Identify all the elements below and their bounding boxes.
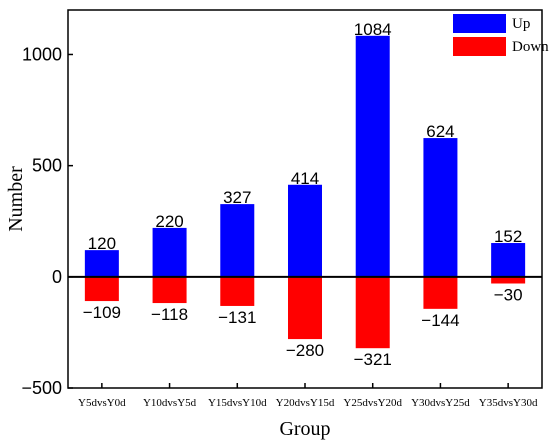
data-label-down: −118 [151, 305, 188, 324]
data-label-up: 414 [291, 169, 319, 188]
bar-down-y15dvsy10d [220, 276, 255, 306]
bar-up-y15dvsy10d [220, 204, 255, 277]
data-labels-layer: 120 220 327 414 1084 624 152 −109 −118 −131 −280 −3… [83, 20, 523, 369]
x-tick-label: Y10dvsY5d [143, 397, 197, 409]
data-label-up: 152 [494, 227, 522, 246]
x-tick-label: Y20dvsY15d [276, 397, 335, 409]
data-label-up: 220 [155, 212, 183, 231]
legend-swatch-up [453, 14, 506, 33]
data-label-down: −280 [286, 341, 324, 360]
x-tick-label: Y30dvsY25d [411, 397, 470, 409]
bar-up-y10dvsy5d [152, 227, 187, 277]
bar-down-y25dvsy20d [355, 276, 390, 349]
x-tick-label: Y25dvsY20d [343, 397, 402, 409]
bar-down-y5dvsy0d [84, 276, 119, 302]
bars-layer [84, 35, 526, 349]
x-axis-title: Group [279, 418, 330, 440]
data-label-down: −144 [421, 311, 459, 330]
legend: Up Down [453, 14, 549, 56]
x-tick-label: Y5dvsY0d [78, 397, 126, 409]
bar-up-y35dvsy30d [491, 243, 526, 277]
y-axis-ticks: −500 0 500 1000 [21, 44, 73, 398]
data-label-up: 1084 [354, 20, 392, 39]
x-tick-label: Y15dvsY10d [208, 397, 267, 409]
data-label-up: 327 [223, 188, 251, 207]
y-axis-title: Number [5, 166, 27, 232]
bar-down-y30dvsy25d [423, 276, 458, 309]
y-tick-label: 500 [32, 156, 62, 176]
data-label-down: −109 [83, 303, 121, 322]
legend-label-up: Up [512, 16, 530, 32]
y-tick-label: 1000 [22, 44, 62, 64]
y-tick-label: −500 [21, 378, 62, 398]
bar-up-y25dvsy20d [355, 35, 390, 277]
data-label-down: −30 [494, 285, 523, 304]
data-label-down: −321 [354, 350, 392, 369]
bar-down-y35dvsy30d [491, 276, 526, 284]
legend-swatch-down [453, 37, 506, 56]
bar-up-y5dvsy0d [84, 250, 119, 277]
bar-up-y20dvsy15d [288, 184, 322, 277]
y-tick-label: 0 [52, 267, 62, 287]
x-tick-label: Y35dvsY30d [479, 397, 538, 409]
data-label-up: 624 [426, 122, 454, 141]
legend-label-down: Down [512, 39, 549, 55]
data-label-down: −131 [218, 308, 256, 327]
bar-down-y20dvsy15d [288, 276, 322, 340]
bar-up-y30dvsy25d [423, 138, 458, 277]
x-axis-ticks: Y5dvsY0d Y10dvsY5d Y15dvsY10d Y20dvsY15d Y25… [78, 383, 538, 409]
bar-down-y10dvsy5d [152, 276, 187, 304]
data-label-up: 120 [88, 234, 116, 253]
